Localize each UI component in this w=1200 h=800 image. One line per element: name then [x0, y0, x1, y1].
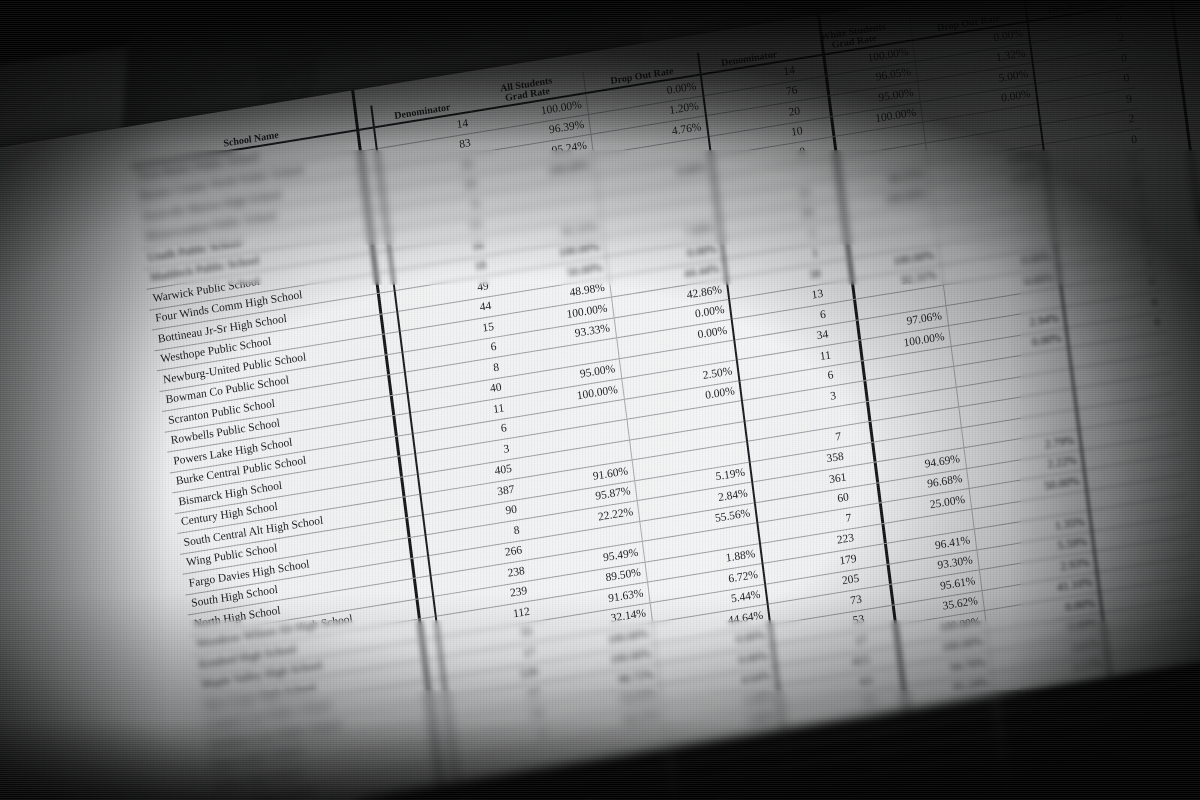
grad-rate-table: School Name Denominator All Students Gra…	[128, 0, 1200, 800]
